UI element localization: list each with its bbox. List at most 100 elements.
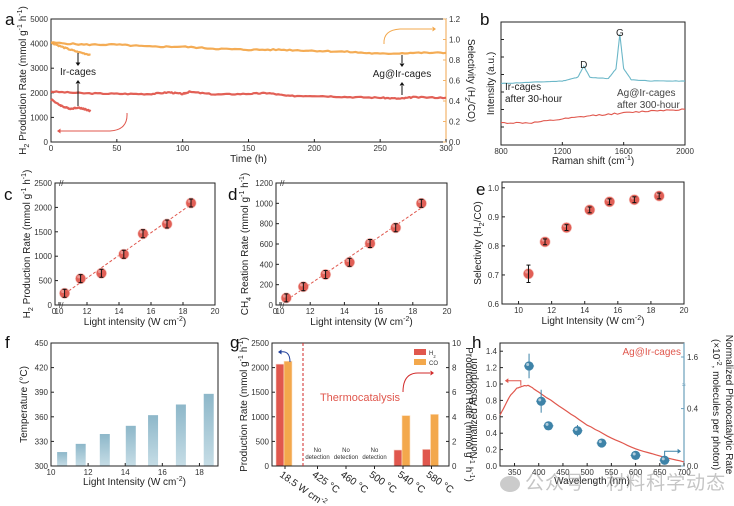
y-tick-label: 330 [35, 437, 49, 446]
y-tick-label: 800 [260, 220, 274, 229]
x-axis-label: Time (h) [230, 154, 267, 165]
panel-c: ////010 12 14 16 18 2005001000150020002500Lig… [21, 170, 220, 328]
arrow-head [399, 82, 405, 86]
plot-frame [50, 18, 447, 143]
label-part: ) [22, 170, 33, 173]
data-point-highlight [366, 240, 370, 244]
y-tick-label: 4000 [30, 40, 48, 49]
bar-h2 [393, 449, 403, 467]
x-tick-label: 580 °C [424, 469, 455, 496]
y-tick-label: 0.4 [486, 429, 498, 438]
arrow-head [504, 378, 509, 384]
rate-point-highlight [632, 452, 636, 456]
label-part: ) [641, 316, 644, 327]
y2-tick-label: 0.0 [687, 462, 699, 471]
superscript: -2 [403, 316, 409, 323]
y-tick-label: 1000 [255, 199, 273, 208]
data-point-highlight [417, 199, 422, 204]
x-tick-label: 1600 [615, 147, 633, 156]
right-axis-indicator-arrow [664, 450, 680, 458]
y-tick-label: 1.0 [488, 184, 500, 193]
panel-h: 350 400 450 500 550 600 650 7000.00.20.40.60.81… [469, 335, 734, 487]
superscript: -1 [468, 472, 475, 478]
rate-point [524, 361, 534, 371]
x-tick-label: 650 [653, 468, 667, 477]
no-detection-label: detection [305, 455, 329, 461]
wechat-icon [500, 475, 520, 492]
y-tick-label: 0 [265, 462, 270, 471]
data-point-highlight [163, 220, 167, 224]
panel-b: 800 1200 1600 2000 Raman shift (cm-1​) Intens… [486, 21, 694, 167]
superscript: -1 [17, 9, 24, 15]
x-tick-label: 1200 [553, 147, 571, 156]
y-tick-label: 3000 [30, 64, 48, 73]
data-point-highlight [120, 250, 124, 254]
x-tick-label: 14 [121, 468, 130, 477]
label-part: Temperature (°C) [19, 366, 30, 443]
y-tick-label: 0 [269, 301, 274, 310]
bar [75, 443, 86, 466]
x-tick-label: 18 [646, 306, 655, 315]
bar [175, 404, 186, 466]
y2-tick-label: 0.0 [449, 138, 461, 147]
x-tick-label: 10 [276, 307, 285, 316]
panel-a: 0 50 100 150 200 250 3000100020003000400050000… [17, 6, 476, 165]
label-part: Light intensity (W cm [84, 317, 177, 328]
x-tick-label: 500 °C [367, 469, 398, 496]
y2-tick-label: 0 [452, 462, 457, 471]
x-tick-label: 200 [308, 144, 322, 153]
panel-d: ////010 12 14 16 18 20020040060080010001200Li… [239, 173, 452, 328]
y-tick-label: 200 [260, 281, 274, 290]
x-tick-label: 50 [112, 144, 121, 153]
label-part: H [18, 148, 29, 155]
y-tick-label: 0.0 [486, 462, 498, 471]
label-part: ) [183, 477, 186, 488]
label-part: 500 °C [367, 469, 398, 496]
x-axis-label: Light Intensity (W cm-2​) [542, 315, 645, 327]
bar-co [430, 414, 439, 467]
panel-letter: f [5, 333, 10, 352]
superscript: -1 [21, 173, 28, 179]
y-tick-label: 600 [260, 240, 274, 249]
label-part: Light intensity (W cm [310, 317, 403, 328]
superscript: -1 [468, 458, 475, 464]
x-tick-label: 14 [340, 307, 349, 316]
y2-tick-label: 0.6 [449, 77, 461, 86]
y-tick-label: 1.0 [486, 380, 498, 389]
rate-point [572, 426, 583, 436]
y-tick-label: 420 [35, 364, 49, 373]
arrow-head [430, 370, 434, 376]
arrow-head [278, 349, 282, 355]
axis-break-mark: // [280, 301, 285, 310]
y-tick-label: 1000 [251, 413, 269, 422]
left-axis-indicator-arrow [507, 380, 522, 386]
legend-swatch-h2 [414, 349, 426, 355]
x-tick-label: 16 [374, 307, 383, 316]
y2-tick-label: 4 [452, 413, 457, 422]
arrow-head [57, 128, 61, 134]
x-tick-label: 20 [211, 307, 220, 316]
x-tick-label: 16 [158, 468, 167, 477]
bar-co [401, 415, 411, 467]
subscript: 2 [479, 222, 486, 226]
plot-frame [501, 181, 685, 305]
y-tick-label: 1.2 [486, 364, 498, 373]
y-axis-label: Production Rate (mmol g-1​ h-1​) [238, 337, 250, 472]
label-part: /CO) [465, 101, 476, 122]
subscript: 2 [28, 307, 35, 311]
label-part: h [18, 16, 29, 24]
watermark: 公众号 · 材料科学动态 [500, 468, 726, 495]
x-tick-label: 460 °C [338, 469, 369, 496]
superscript: -1 [239, 191, 246, 197]
label-part: , molecules per photon) [710, 366, 721, 471]
x-tick-label: 100 [176, 144, 190, 153]
bar [203, 393, 214, 466]
data-point-highlight [282, 294, 286, 298]
plot-frame [500, 21, 686, 146]
arrow-head [75, 80, 81, 84]
y-tick-label: 5000 [30, 15, 48, 24]
y-tick-label: 0.8 [488, 242, 500, 251]
x-axis-label: Raman shift (cm-1​) [552, 155, 634, 167]
y-tick-label: 1.4 [486, 347, 498, 356]
x-tick-label: 550 [605, 468, 619, 477]
